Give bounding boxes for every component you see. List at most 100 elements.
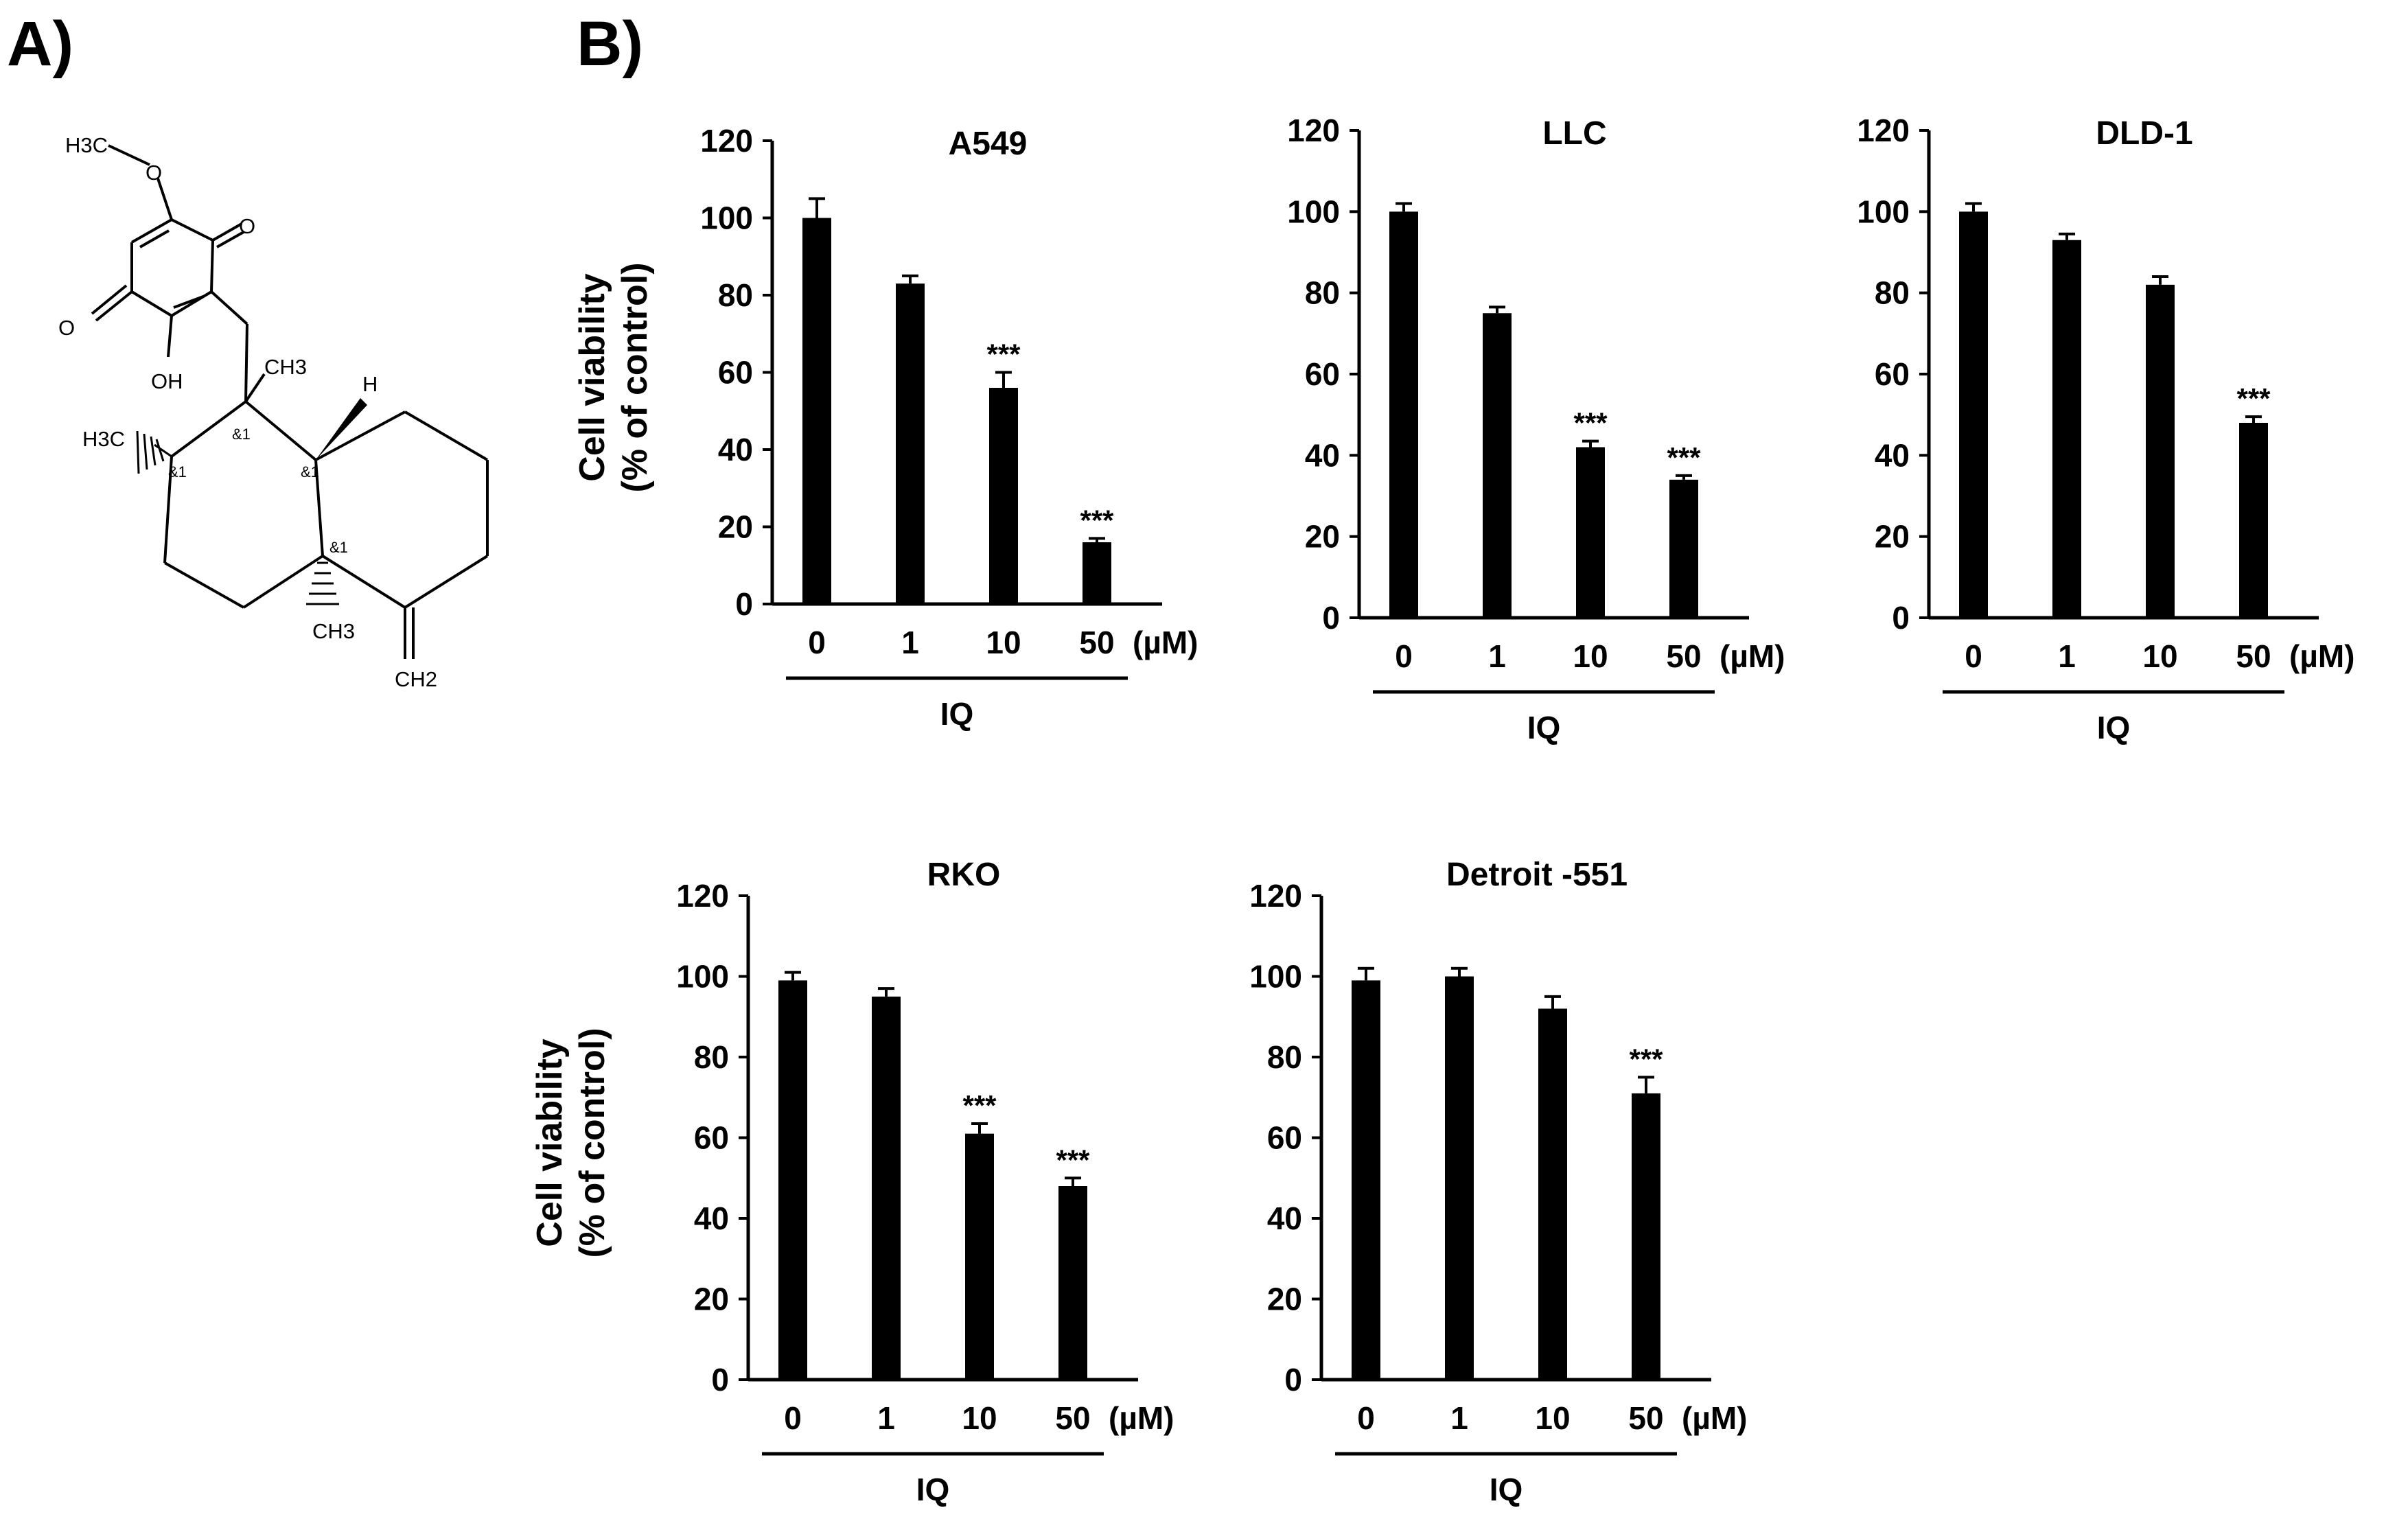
y-tick-label: 80 [1267,1039,1302,1075]
unit-label: (µM) [2289,638,2354,674]
significance-label: *** [1573,407,1608,439]
bar [2052,240,2081,618]
x-tick-label: 50 [1666,638,1701,674]
y-tick-label: 60 [718,355,753,391]
chart-a549: 0 20 40 60 80 100 120 A549 0 1 *** 10 *** 50 (µM) IQ [700,123,1198,732]
y-tick-label: 0 [1892,600,1910,636]
x-tick-label: 50 [1055,1400,1090,1436]
bar [1083,542,1111,604]
panel-label-b: B) [577,9,643,79]
label-o-methoxy: O [146,161,162,185]
x-tick-label: 0 [784,1400,802,1436]
label-ch3-bottom: CH3 [312,619,355,643]
label-h3c-top: H3C [65,133,108,157]
bar [1352,980,1380,1380]
chart-title: Detroit -551 [1446,857,1628,893]
treatment-label: IQ [2097,710,2131,745]
bar [802,218,831,604]
y-tick-label: 100 [1287,194,1340,229]
y-tick-label: 120 [676,878,729,914]
y-tick-label: 40 [1267,1201,1302,1236]
x-tick-label: 0 [1965,638,1982,674]
y-tick-label: 0 [1284,1362,1302,1398]
significance-label: *** [1080,504,1114,536]
significance-label: *** [1667,441,1701,474]
y-tick-label: 0 [735,586,753,622]
y-tick-label: 80 [718,277,753,313]
significance-label: *** [1056,1144,1090,1176]
unit-label: (µM) [1720,638,1785,674]
x-tick-label: 50 [2236,638,2271,674]
ylabel-row2: Cell viability (% of control) [530,1028,612,1257]
x-tick-label: 0 [1395,638,1413,674]
molecule-labels: H3C O O O OH CH3 H H3C CH3 CH2 &1 &1 &1 … [58,133,437,691]
y-tick-label: 60 [694,1120,729,1156]
x-tick-label: 10 [962,1400,997,1436]
panel-label-a: A) [7,9,73,79]
bar [989,388,1018,604]
chart-title: DLD-1 [2096,115,2192,152]
x-tick-label: 10 [1535,1400,1570,1436]
stereo-label-1: &1 [232,426,251,443]
bar [1538,1008,1567,1380]
bar [1632,1093,1660,1380]
y-tick-label: 40 [718,432,753,467]
treatment-label: IQ [940,696,974,732]
y-tick-label: 60 [1267,1120,1302,1156]
y-tick-label: 80 [1305,275,1340,311]
ylabel-line2: (% of control) [615,262,655,492]
ylabel-row1: Cell viability (% of control) [572,262,655,492]
x-tick-label: 1 [1488,638,1506,674]
x-tick-label: 1 [901,625,919,660]
bar [965,1133,994,1380]
ylabel-line1: Cell viability [530,1039,570,1247]
ylabel-line2: (% of control) [572,1028,612,1257]
unit-label: (µM) [1682,1400,1747,1436]
y-tick-label: 40 [1305,437,1340,473]
bar [778,980,807,1380]
bar [1669,479,1698,618]
y-tick-label: 80 [694,1039,729,1075]
chart-detroit-551: 0 20 40 60 80 100 120 Detroit -551 0 1 10 *** 50 (µM)… [1249,857,1747,1507]
y-tick-label: 20 [1267,1282,1302,1317]
label-h3c-left: H3C [82,427,125,451]
label-ch2: CH2 [395,667,437,691]
x-tick-label: 10 [1573,638,1608,674]
y-tick-label: 120 [1249,878,1302,914]
x-tick-label: 10 [986,625,1021,660]
y-tick-label: 40 [1875,437,1910,473]
y-tick-label: 60 [1305,356,1340,392]
y-tick-label: 20 [718,509,753,545]
y-tick-label: 20 [1305,519,1340,555]
x-tick-label: 10 [2142,638,2177,674]
label-h: H [362,372,378,396]
bar [2146,284,2175,618]
y-tick-label: 120 [1287,113,1340,148]
significance-label: *** [2236,382,2271,415]
bar [896,283,925,604]
chart-title: LLC [1542,115,1606,152]
y-tick-label: 80 [1875,275,1910,311]
unit-label: (µM) [1109,1400,1174,1436]
x-tick-label: 50 [1079,625,1114,660]
stereo-label-2: &1 [168,463,187,480]
bar [1959,211,1988,618]
x-tick-label: 1 [877,1400,895,1436]
x-tick-label: 0 [1357,1400,1375,1436]
label-ch3-quaternary: CH3 [264,355,307,379]
label-o-right: O [239,214,255,238]
chart-dld-1: 0 20 40 60 80 100 120 DLD-1 0 1 10 *** 50 (µM) IQ [1857,113,2354,745]
ylabel-line1: Cell viability [572,273,612,482]
treatment-label: IQ [1490,1472,1523,1507]
y-tick-label: 120 [700,123,753,159]
bar [872,996,901,1380]
significance-label: *** [1629,1043,1663,1075]
stereo-label-3: &1 [301,463,319,480]
y-tick-label: 60 [1875,356,1910,392]
y-tick-label: 100 [676,959,729,995]
x-tick-label: 1 [1450,1400,1468,1436]
label-oh: OH [151,369,183,393]
stereo-label-4: &1 [329,539,348,556]
